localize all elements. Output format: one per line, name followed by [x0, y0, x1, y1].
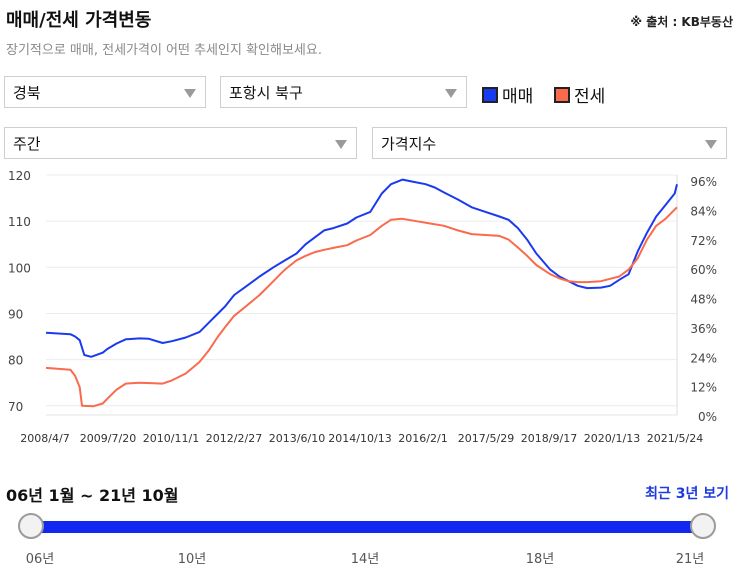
date-range-label: 06년 1월 ~ 21년 10월	[6, 486, 179, 505]
legend-sale[interactable]: 매매	[482, 82, 533, 107]
range-tick: 18년	[525, 552, 555, 567]
x-tick-label: 2009/7/20	[80, 432, 136, 445]
legend-jeonse[interactable]: 전세	[554, 82, 605, 107]
legend-sale-label: 매매	[502, 87, 534, 107]
y-left-tick-label: 110	[8, 215, 31, 229]
price-index-chart: 120 110 100 90 80 70 96% 84% 72% 60% 48% 36% 24% 12% 0…	[8, 169, 717, 445]
recent-3-years-button[interactable]: 최근 3년 보기	[645, 486, 729, 502]
district-select-value: 포항시 북구	[229, 83, 303, 102]
chevron-down-icon	[184, 89, 196, 98]
legend-jeonse-label: 전세	[574, 87, 606, 107]
chevron-down-icon	[705, 140, 717, 149]
source-note: ※ 출처 : KB부동산	[630, 15, 733, 29]
y-left-tick-label: 120	[8, 169, 31, 183]
y-right-tick-label: 36%	[690, 322, 717, 336]
x-tick-label: 2014/10/13	[328, 432, 391, 445]
sale-legend-swatch	[482, 86, 498, 103]
range-tick: 21년	[675, 552, 705, 567]
region-select-value: 경북	[13, 83, 41, 102]
x-tick-label: 2013/6/10	[269, 432, 325, 445]
metric-select-value: 가격지수	[381, 134, 437, 153]
range-start-handle[interactable]	[18, 513, 44, 539]
x-tick-label: 2020/1/13	[584, 432, 640, 445]
range-tick: 14년	[350, 552, 380, 567]
range-tick: 10년	[177, 552, 207, 567]
y-left-tick-label: 80	[8, 354, 23, 368]
district-select[interactable]: 포항시 북구	[220, 76, 467, 108]
page-title: 매매/전세 가격변동	[6, 10, 152, 31]
x-tick-label: 2017/5/29	[458, 432, 514, 445]
x-tick-label: 2021/5/24	[647, 432, 703, 445]
x-tick-label: 2016/2/1	[398, 432, 447, 445]
range-slider-track[interactable]	[31, 521, 703, 533]
y-right-tick-label: 60%	[690, 263, 717, 277]
range-tick: 06년	[25, 552, 55, 567]
y-left-tick-label: 70	[8, 400, 23, 414]
y-right-tick-label: 24%	[690, 351, 717, 365]
y-right-tick-label: 0%	[698, 410, 717, 424]
x-tick-label: 2008/4/7	[20, 432, 69, 445]
period-select[interactable]: 주간	[4, 127, 357, 159]
y-right-tick-label: 72%	[690, 234, 717, 248]
y-right-tick-label: 48%	[690, 293, 717, 307]
sale-series-line	[45, 178, 678, 358]
chevron-down-icon	[335, 140, 347, 149]
range-end-handle[interactable]	[690, 513, 716, 539]
jeonse-series-line	[45, 206, 678, 408]
jeonse-legend-swatch	[554, 86, 570, 103]
y-right-tick-label: 96%	[690, 175, 717, 189]
x-tick-label: 2018/9/17	[521, 432, 577, 445]
x-tick-label: 2010/11/1	[143, 432, 199, 445]
period-select-value: 주간	[13, 134, 41, 153]
metric-select[interactable]: 가격지수	[372, 127, 727, 159]
y-right-tick-label: 84%	[690, 204, 717, 218]
page-subtitle: 장기적으로 매매, 전세가격이 어떤 추세인지 확인해보세요.	[6, 43, 322, 58]
y-left-tick-label: 90	[8, 307, 23, 321]
y-left-tick-label: 100	[8, 261, 31, 275]
y-right-tick-label: 12%	[690, 381, 717, 395]
chevron-down-icon	[445, 89, 457, 98]
x-tick-label: 2012/2/27	[206, 432, 262, 445]
region-select[interactable]: 경북	[4, 76, 206, 108]
